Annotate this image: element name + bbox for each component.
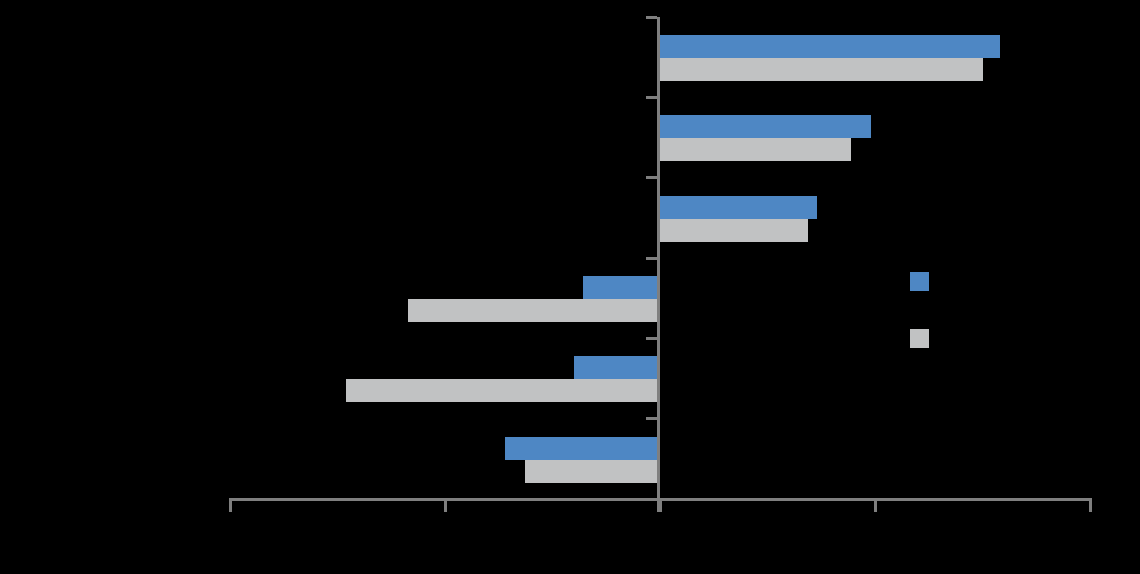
x-axis-tick	[658, 498, 662, 512]
bar-series2-row6	[524, 459, 660, 483]
y-axis-tick	[646, 95, 657, 99]
bar-series2-row2	[660, 138, 852, 162]
bar-series1-row6	[505, 436, 660, 460]
y-axis-tick	[646, 176, 657, 180]
bar-series1-row3	[660, 195, 817, 219]
x-axis-tick	[228, 498, 232, 512]
y-axis-tick	[646, 336, 657, 340]
bar-series1-row1	[660, 35, 1000, 58]
bar-series1-row2	[660, 115, 871, 139]
legend-swatch-series2	[910, 329, 929, 348]
legend-swatch-series1	[910, 272, 929, 291]
bar-series2-row1	[660, 58, 983, 81]
bar-series1-row5	[574, 356, 660, 380]
y-axis-tick	[646, 15, 657, 19]
bar-series1-row4	[582, 276, 660, 299]
x-axis-tick	[1088, 498, 1092, 512]
bar-series2-row4	[408, 299, 660, 322]
y-axis-line	[657, 17, 660, 512]
x-axis-tick	[443, 498, 447, 512]
y-axis-tick	[646, 417, 657, 421]
x-axis-tick	[873, 498, 877, 512]
bar-series2-row3	[660, 218, 809, 242]
bar-series2-row5	[346, 379, 660, 403]
y-axis-tick	[646, 256, 657, 260]
